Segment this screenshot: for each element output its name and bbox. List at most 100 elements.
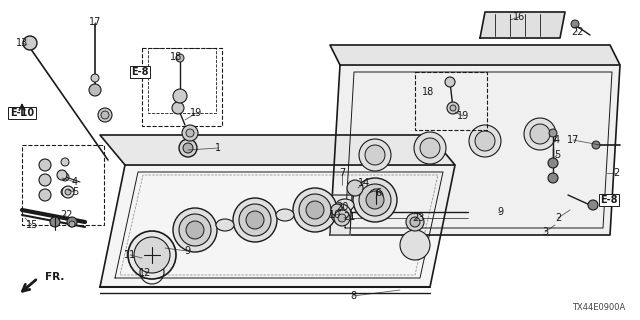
Polygon shape [330,195,352,235]
Circle shape [549,129,557,137]
Text: 5: 5 [554,150,560,160]
Circle shape [89,84,101,96]
Circle shape [406,213,424,231]
Circle shape [445,77,455,87]
Text: 18: 18 [422,87,434,97]
Text: E-8: E-8 [600,195,618,205]
Circle shape [524,118,556,150]
Circle shape [233,198,277,242]
Circle shape [98,108,112,122]
Circle shape [369,189,383,203]
Circle shape [338,214,346,222]
Text: 10: 10 [329,210,341,220]
Circle shape [91,74,99,82]
Circle shape [186,221,204,239]
Polygon shape [100,135,455,165]
Text: 13: 13 [16,38,28,48]
Circle shape [571,20,579,28]
Circle shape [548,173,558,183]
Text: E-8: E-8 [131,67,148,77]
Circle shape [347,180,363,196]
Text: 2: 2 [613,168,619,178]
Circle shape [588,200,598,210]
Bar [142,48,222,126]
Circle shape [182,125,198,141]
Text: 5: 5 [72,187,78,197]
Text: 23: 23 [412,213,424,223]
Circle shape [179,139,197,157]
Bar [415,72,487,130]
Polygon shape [480,12,565,38]
Text: 19: 19 [457,111,469,121]
Text: 4: 4 [554,135,560,145]
Polygon shape [100,165,455,287]
Circle shape [186,129,194,137]
Circle shape [61,188,69,196]
Circle shape [410,217,420,227]
Circle shape [50,217,60,227]
Text: E-10: E-10 [10,108,34,118]
Circle shape [530,124,550,144]
Circle shape [61,158,69,166]
Circle shape [475,131,495,151]
Circle shape [366,191,384,209]
Polygon shape [330,45,620,65]
Circle shape [239,204,271,236]
Circle shape [359,184,391,216]
Text: 17: 17 [89,17,101,27]
Ellipse shape [216,219,234,231]
Circle shape [128,231,176,279]
Circle shape [400,230,430,260]
Text: 6: 6 [375,188,381,198]
Text: 17: 17 [567,135,579,145]
Text: 4: 4 [72,177,78,187]
Text: 7: 7 [339,168,345,178]
Circle shape [39,174,51,186]
Text: 12: 12 [139,268,151,278]
Text: FR.: FR. [45,272,65,282]
Circle shape [173,89,187,103]
Text: 1: 1 [215,143,221,153]
Text: 15: 15 [26,220,38,230]
Circle shape [39,159,51,171]
Circle shape [293,188,337,232]
Circle shape [306,201,324,219]
Circle shape [353,178,397,222]
Circle shape [450,105,456,111]
Circle shape [592,141,600,149]
Text: 21: 21 [343,212,355,222]
Circle shape [365,145,385,165]
Circle shape [331,204,351,224]
Circle shape [334,210,350,226]
Text: TX44E0900A: TX44E0900A [572,303,625,312]
Circle shape [183,143,193,153]
Text: 2: 2 [555,213,561,223]
Text: 22: 22 [60,210,72,220]
Circle shape [359,139,391,171]
Text: 11: 11 [124,250,136,260]
Text: 8: 8 [350,291,356,301]
Text: 9: 9 [184,246,190,256]
Text: 16: 16 [513,12,525,22]
Circle shape [69,221,75,227]
Circle shape [299,194,331,226]
Circle shape [173,208,217,252]
Circle shape [420,138,440,158]
Circle shape [67,217,77,227]
Bar [148,48,216,113]
Circle shape [23,36,37,50]
Text: 19: 19 [190,108,202,118]
Ellipse shape [336,199,354,211]
Circle shape [548,158,558,168]
Text: 22: 22 [571,27,583,37]
Circle shape [447,102,459,114]
Circle shape [62,186,74,198]
Bar [22,145,104,225]
Text: 20: 20 [336,202,348,212]
Circle shape [172,102,184,114]
Circle shape [246,211,264,229]
Circle shape [414,132,446,164]
Text: 18: 18 [170,52,182,62]
Circle shape [176,54,184,62]
Circle shape [101,111,109,119]
